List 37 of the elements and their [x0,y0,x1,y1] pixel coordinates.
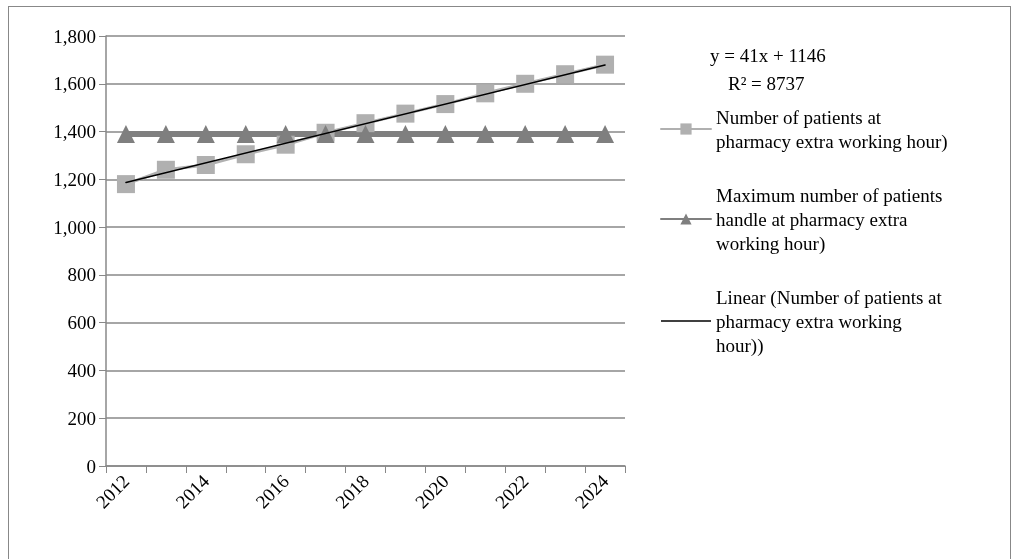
y-tick-label: 600 [67,312,96,334]
point [156,160,175,179]
legend-label: Number of patients at pharmacy extra working hour) [716,106,948,153]
y-tick-label: 200 [67,407,96,429]
point [196,156,215,174]
y-tick-label: 1,800 [53,25,96,47]
point [156,124,175,143]
point [436,95,455,114]
y-tick-label: 1,200 [53,168,96,190]
y-tick-label: 1,600 [53,73,96,95]
y-tick-label: 0 [86,455,96,477]
point [436,124,455,143]
point [196,124,215,143]
point [476,124,495,143]
point [396,104,415,123]
point [116,124,135,143]
point [596,124,615,143]
point [116,175,135,194]
y-tick-label: 1,400 [53,121,96,143]
point [516,124,535,143]
point [396,124,415,143]
point [476,84,495,103]
y-tick-label: 400 [67,359,96,381]
point [556,65,575,84]
point [596,55,615,74]
legend-label: Linear (Number of patients at pharmacy extra working hour)) [716,286,947,357]
legend-label: Maximum number of patients handle at pharmacy extra working hour) [716,184,948,255]
point [276,124,295,143]
y-tick-label: 800 [67,264,96,286]
point [516,74,535,93]
point [236,145,255,164]
point [356,124,375,143]
text: R² = 8737 [728,73,805,94]
y-tick-label: 1,000 [53,216,96,238]
point [556,124,575,143]
point [236,124,255,143]
text: y = 41x + 1146 [710,45,826,66]
